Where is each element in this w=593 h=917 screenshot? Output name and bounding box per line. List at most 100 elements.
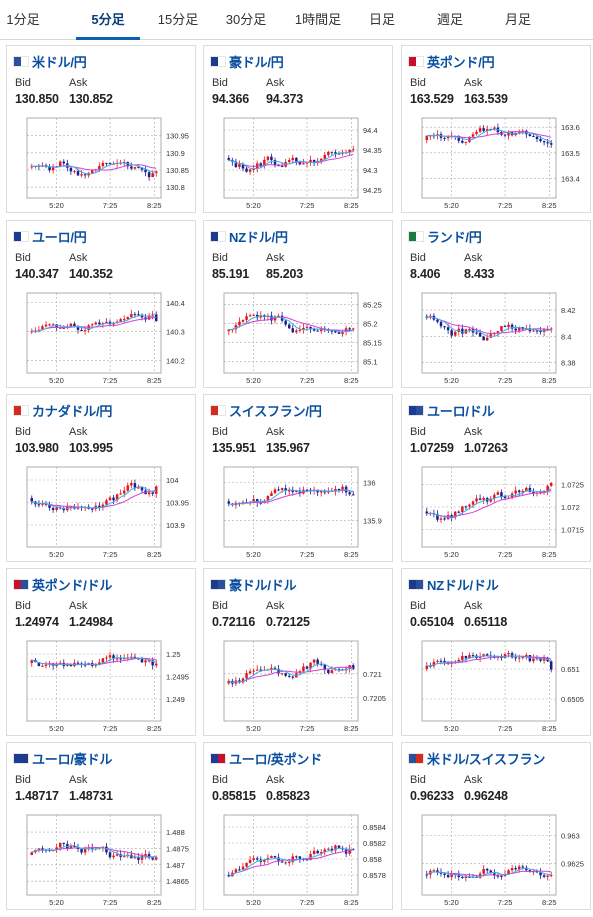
y-tick-label: 94.4 bbox=[363, 126, 378, 135]
tab-3[interactable]: 30分足 bbox=[225, 12, 267, 27]
tab-1[interactable]: 5分足 bbox=[76, 0, 140, 40]
price-chart[interactable]: 1.0725 1.072 1.0715 5:20 7:25 8:25 bbox=[408, 463, 586, 559]
price-chart[interactable]: 0.963 0.9625 5:20 7:25 8:25 bbox=[408, 811, 586, 907]
price-chart[interactable]: 94.4 94.35 94.3 94.25 5:20 7:25 8:25 bbox=[210, 114, 388, 210]
candle-body bbox=[489, 870, 493, 874]
moving-average-long bbox=[426, 489, 552, 517]
card-title[interactable]: NZドル/ドル bbox=[408, 576, 499, 593]
card-title[interactable]: ランド/円 bbox=[408, 228, 482, 245]
rate-card[interactable]: ランド/円 Bid Ask 8.406 8.433 8.42 8.4 8.38 5:2… bbox=[401, 220, 591, 388]
candle-body bbox=[305, 489, 309, 491]
candle-body bbox=[287, 862, 291, 864]
candle-body bbox=[248, 315, 252, 317]
x-tick-label: 7:25 bbox=[103, 724, 118, 733]
candle-body bbox=[137, 487, 140, 489]
y-tick-label: 140.4 bbox=[166, 299, 185, 308]
card-title[interactable]: 米ドル/円 bbox=[13, 53, 87, 70]
candle-body bbox=[115, 854, 119, 856]
price-chart[interactable]: 104 103.95 103.9 5:20 7:25 8:25 bbox=[13, 463, 191, 559]
currency-pair-name[interactable]: ユーロ/英ポンド bbox=[229, 751, 323, 767]
rate-card[interactable]: ユーロ/円 Bid Ask 140.347 140.352 140.4 140.3… bbox=[6, 220, 196, 388]
rate-card[interactable]: 豪ドル/円 Bid Ask 94.366 94.373 94.4 94.35 94.… bbox=[203, 45, 393, 213]
card-title[interactable]: 豪ドル/円 bbox=[210, 53, 284, 70]
price-chart[interactable]: 0.721 0.7205 5:20 7:25 8:25 bbox=[210, 637, 388, 733]
card-title[interactable]: カナダドル/円 bbox=[13, 402, 113, 419]
currency-pair-name[interactable]: NZドル/ドル bbox=[427, 577, 499, 593]
card-title[interactable]: 豪ドル/ドル bbox=[210, 576, 297, 593]
candle-body bbox=[341, 486, 344, 491]
rate-card[interactable]: カナダドル/円 Bid Ask 103.980 103.995 104 103.9… bbox=[6, 394, 196, 562]
currency-pair-name[interactable]: ユーロ/ドル bbox=[427, 403, 495, 419]
x-tick-label: 5:20 bbox=[444, 550, 459, 559]
price-chart[interactable]: 0.651 0.6505 5:20 7:25 8:25 bbox=[408, 637, 586, 733]
candle-body bbox=[517, 131, 521, 133]
price-chart[interactable]: 136 135.9 5:20 7:25 8:25 bbox=[210, 463, 388, 559]
card-title[interactable]: 英ポンド/円 bbox=[408, 53, 495, 70]
rate-card[interactable]: NZドル/円 Bid Ask 85.191 85.203 85.25 85.2 85… bbox=[203, 220, 393, 388]
tab-2[interactable]: 15分足 bbox=[157, 12, 199, 27]
candle-body bbox=[436, 660, 439, 662]
rate-card[interactable]: 豪ドル/ドル Bid Ask 0.72116 0.72125 0.721 0.72… bbox=[203, 568, 393, 736]
currency-pair-name[interactable]: スイスフラン/円 bbox=[229, 403, 322, 419]
rate-card[interactable]: 英ポンド/ドル Bid Ask 1.24974 1.24984 1.25 1.24… bbox=[6, 568, 196, 736]
price-chart[interactable]: 140.4 140.3 140.2 5:20 7:25 8:25 bbox=[13, 289, 191, 385]
y-tick-label: 1.25 bbox=[166, 650, 181, 659]
currency-pair-name[interactable]: 英ポンド/ドル bbox=[32, 577, 113, 593]
price-chart[interactable]: 8.42 8.4 8.38 5:20 7:25 8:25 bbox=[408, 289, 586, 385]
price-chart[interactable]: 1.488 1.4875 1.487 1.4865 5:20 7:25 8:25 bbox=[13, 811, 191, 907]
candle-body bbox=[55, 507, 58, 510]
candle-body bbox=[30, 498, 34, 502]
currency-pair-name[interactable]: カナダドル/円 bbox=[32, 403, 113, 419]
currency-pair-name[interactable]: ユーロ/豪ドル bbox=[32, 751, 113, 767]
candle-body bbox=[270, 667, 273, 670]
card-title[interactable]: ユーロ/英ポンド bbox=[210, 750, 323, 767]
card-title[interactable]: 英ポンド/ドル bbox=[13, 576, 113, 593]
price-chart[interactable]: 130.95 130.9 130.85 130.8 5:20 7:25 8:25 bbox=[13, 114, 191, 210]
x-tick-label: 5:20 bbox=[49, 376, 64, 385]
candle-body bbox=[277, 668, 280, 674]
candle-body bbox=[425, 874, 429, 876]
rate-card[interactable]: スイスフラン/円 Bid Ask 135.951 135.967 136 135.… bbox=[203, 394, 393, 562]
card-title[interactable]: スイスフラン/円 bbox=[210, 402, 322, 419]
card-title[interactable]: ユーロ/豪ドル bbox=[13, 750, 113, 767]
candle-body bbox=[439, 872, 443, 874]
currency-pair-name[interactable]: ランド/円 bbox=[427, 229, 482, 245]
rate-card[interactable]: 米ドル/円 Bid Ask 130.850 130.852 130.95 130.… bbox=[6, 45, 196, 213]
currency-pair-name[interactable]: ユーロ/円 bbox=[32, 229, 87, 245]
rate-card[interactable]: ユーロ/ドル Bid Ask 1.07259 1.07263 1.0725 1.0… bbox=[401, 394, 591, 562]
candle-body bbox=[252, 858, 255, 860]
currency-pair-name[interactable]: 米ドル/スイスフラン bbox=[427, 751, 546, 767]
rate-card[interactable]: NZドル/ドル Bid Ask 0.65104 0.65118 0.651 0.6… bbox=[401, 568, 591, 736]
rate-card[interactable]: 英ポンド/円 Bid Ask 163.529 163.539 163.6 163.… bbox=[401, 45, 591, 213]
candle-body bbox=[151, 314, 154, 316]
currency-pair-name[interactable]: 米ドル/円 bbox=[32, 54, 87, 70]
candle-body bbox=[227, 158, 231, 160]
tab-0[interactable]: 1分足 bbox=[6, 12, 40, 27]
price-chart[interactable]: 85.25 85.2 85.15 85.1 5:20 7:25 8:25 bbox=[210, 289, 388, 385]
tab-7[interactable]: 月足 bbox=[504, 12, 531, 27]
candlestick-chart-svg: 94.4 94.35 94.3 94.25 5:20 7:25 8:25 bbox=[223, 117, 382, 210]
card-title[interactable]: ユーロ/円 bbox=[13, 228, 87, 245]
price-chart[interactable]: 0.8584 0.8582 0.858 0.8578 5:20 7:25 8:25 bbox=[210, 811, 388, 907]
candle-body bbox=[115, 658, 119, 660]
candle-body bbox=[144, 660, 147, 663]
price-chart[interactable]: 163.6 163.5 163.4 5:20 7:25 8:25 bbox=[408, 114, 586, 210]
card-title[interactable]: ユーロ/ドル bbox=[408, 402, 495, 419]
candle-body bbox=[327, 151, 330, 155]
candle-body bbox=[334, 330, 337, 333]
rate-card[interactable]: ユーロ/英ポンド Bid Ask 0.85815 0.85823 0.8584 0… bbox=[203, 742, 393, 910]
rate-card[interactable]: ユーロ/豪ドル Bid Ask 1.48717 1.48731 1.488 1.4… bbox=[6, 742, 196, 910]
currency-pair-name[interactable]: 豪ドル/円 bbox=[229, 54, 284, 70]
currency-pair-name[interactable]: 豪ドル/ドル bbox=[229, 577, 297, 593]
currency-pair-name[interactable]: NZドル/円 bbox=[229, 229, 288, 245]
tab-4[interactable]: 1時間足 bbox=[294, 12, 342, 27]
tab-6[interactable]: 週足 bbox=[436, 12, 463, 27]
y-tick-label: 103.9 bbox=[166, 521, 185, 530]
price-chart[interactable]: 1.25 1.2495 1.249 5:20 7:25 8:25 bbox=[13, 637, 191, 733]
candlestick-chart-svg: 0.963 0.9625 5:20 7:25 8:25 bbox=[421, 814, 584, 907]
card-title[interactable]: 米ドル/スイスフラン bbox=[408, 750, 546, 767]
tab-5[interactable]: 日足 bbox=[368, 12, 395, 27]
rate-card[interactable]: 米ドル/スイスフラン Bid Ask 0.96233 0.96248 0.963… bbox=[401, 742, 591, 910]
currency-pair-name[interactable]: 英ポンド/円 bbox=[427, 54, 495, 70]
card-title[interactable]: NZドル/円 bbox=[210, 228, 288, 245]
